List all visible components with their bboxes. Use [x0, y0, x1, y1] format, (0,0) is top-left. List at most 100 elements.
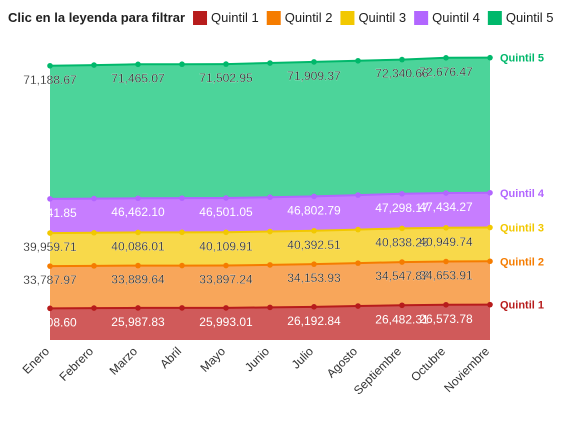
data-point[interactable]	[267, 228, 273, 235]
x-axis: Enero Febrero Marzo Abril Mayo Junio Julio Agos…	[20, 344, 493, 398]
legend-swatch	[340, 11, 355, 25]
legend-item-quintil-5[interactable]: Quintil 5	[487, 10, 554, 25]
legend-item-quintil-1[interactable]: Quintil 1	[193, 10, 259, 25]
data-point[interactable]	[135, 229, 141, 236]
data-point[interactable]	[399, 259, 405, 265]
data-point[interactable]	[355, 303, 361, 309]
data-label: 46,341.85	[23, 206, 77, 220]
data-label: 40,949.74	[419, 235, 473, 249]
data-point[interactable]	[311, 59, 317, 65]
data-point[interactable]	[355, 57, 361, 64]
data-point[interactable]	[311, 304, 317, 310]
data-point[interactable]	[47, 62, 53, 69]
data-point[interactable]	[443, 224, 449, 231]
data-point[interactable]	[443, 55, 449, 61]
data-point[interactable]	[91, 195, 97, 202]
data-point[interactable]	[135, 195, 141, 202]
data-label: 72,340.66	[375, 67, 429, 81]
data-label: 40,109.91	[199, 239, 253, 253]
data-point[interactable]	[223, 262, 229, 269]
legend-item-quintil-4[interactable]: Quintil 4	[414, 10, 480, 25]
data-point[interactable]	[91, 62, 97, 68]
data-point[interactable]	[135, 305, 141, 311]
legend[interactable]: Clic en la leyenda para filtrar Quintil …	[8, 10, 554, 25]
x-tick-label: Febrero	[57, 344, 97, 384]
data-label: 71,909.37	[287, 69, 341, 83]
area-quintil-2	[50, 261, 490, 309]
data-point[interactable]	[47, 305, 53, 312]
data-label: 46,501.05	[199, 205, 253, 219]
data-label: 71,465.07	[111, 71, 165, 85]
legend-label: Quintil 5	[506, 10, 554, 25]
data-point[interactable]	[487, 301, 493, 308]
x-tick-label: Septiembre	[351, 344, 405, 398]
data-point[interactable]	[267, 60, 273, 66]
x-tick-label: Enero	[20, 344, 53, 377]
end-label-quintil-5: Quintil 5	[500, 53, 544, 65]
area-quintil-5	[50, 57, 490, 199]
data-point[interactable]	[311, 261, 317, 267]
data-label: 47,434.27	[419, 200, 473, 214]
data-point[interactable]	[267, 194, 273, 201]
data-point[interactable]	[443, 258, 449, 265]
data-label: 33,787.97	[23, 273, 77, 287]
data-point[interactable]	[267, 262, 273, 268]
data-label: 34,153.93	[287, 271, 341, 285]
data-label: 46,462.10	[111, 205, 165, 219]
data-point[interactable]	[443, 301, 449, 308]
legend-label: Quintil 3	[358, 10, 406, 25]
data-point[interactable]	[487, 54, 493, 61]
data-label: 25,993.01	[199, 315, 253, 329]
data-point[interactable]	[47, 230, 53, 236]
data-point[interactable]	[91, 263, 97, 269]
legend-label: Quintil 4	[432, 10, 480, 25]
data-point[interactable]	[179, 61, 185, 68]
data-label: 40,392.51	[287, 238, 341, 252]
data-label: 34,653.91	[419, 268, 473, 282]
data-point[interactable]	[47, 196, 53, 202]
end-label-quintil-2: Quintil 2	[500, 256, 544, 268]
data-point[interactable]	[399, 302, 405, 309]
data-point[interactable]	[91, 305, 97, 311]
end-label-quintil-3: Quintil 3	[500, 223, 544, 235]
data-point[interactable]	[311, 227, 317, 234]
data-point[interactable]	[311, 193, 317, 200]
data-point[interactable]	[355, 260, 361, 266]
data-point[interactable]	[487, 189, 493, 196]
data-label: 26,192.84	[287, 314, 341, 328]
data-point[interactable]	[399, 190, 405, 197]
end-label-quintil-4: Quintil 4	[500, 188, 545, 200]
data-point[interactable]	[223, 195, 229, 201]
data-point[interactable]	[399, 225, 405, 232]
data-point[interactable]	[223, 305, 229, 311]
data-point[interactable]	[487, 224, 493, 231]
data-point[interactable]	[355, 192, 361, 198]
data-point[interactable]	[179, 229, 185, 236]
data-point[interactable]	[223, 229, 229, 236]
data-point[interactable]	[487, 258, 493, 265]
data-point[interactable]	[47, 263, 53, 269]
data-point[interactable]	[267, 304, 273, 311]
data-label: 25,908.60	[23, 315, 77, 329]
data-point[interactable]	[223, 61, 229, 67]
data-point[interactable]	[135, 61, 141, 68]
data-label: 71,188.67	[23, 73, 77, 87]
data-point[interactable]	[135, 262, 141, 269]
data-point[interactable]	[399, 56, 405, 63]
series-areas	[50, 57, 490, 340]
x-tick-label: Junio	[242, 344, 272, 374]
data-label: 26,573.78	[419, 312, 473, 326]
data-point[interactable]	[355, 226, 361, 233]
data-point[interactable]	[179, 305, 185, 311]
series-points	[47, 54, 493, 312]
data-point[interactable]	[443, 190, 449, 196]
data-point[interactable]	[91, 229, 97, 236]
legend-item-quintil-3[interactable]: Quintil 3	[340, 10, 406, 25]
data-label: 40,086.01	[111, 239, 165, 253]
x-tick-label: Abril	[157, 344, 184, 371]
data-point[interactable]	[179, 195, 185, 201]
legend-item-quintil-2[interactable]: Quintil 2	[266, 10, 333, 25]
area-quintil-3	[50, 227, 490, 267]
data-point[interactable]	[179, 262, 185, 269]
